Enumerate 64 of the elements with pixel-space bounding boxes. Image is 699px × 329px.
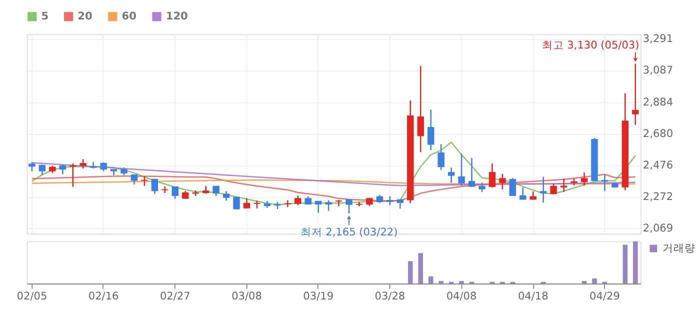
bar: [582, 280, 587, 284]
candlestick: [438, 143, 444, 170]
x-tick-label: 04/29: [590, 290, 620, 302]
candlestick: [294, 195, 302, 206]
candlestick: [28, 161, 36, 172]
bar: [408, 261, 413, 284]
candlestick: [488, 162, 496, 188]
bar: [592, 278, 597, 284]
annotation: 최고 3,130 (05/03): [542, 39, 640, 52]
bar: [428, 276, 434, 284]
candlestick: [448, 166, 455, 184]
candlestick: [417, 65, 424, 153]
candlestick: [346, 198, 352, 214]
x-tick-label: 02/05: [16, 290, 48, 302]
legend-label: 20: [78, 10, 92, 22]
legend-label: 60: [122, 10, 136, 22]
candlestick: [499, 173, 506, 190]
candlestick: [601, 174, 608, 192]
x-tick-label: 03/08: [232, 290, 262, 302]
candlestick: [580, 172, 588, 186]
candlestick: [632, 63, 639, 126]
x-tick-label: 04/18: [518, 290, 548, 302]
bar: [418, 253, 424, 284]
candlestick: [172, 186, 179, 200]
candlestick: [38, 164, 46, 176]
candlestick: [325, 200, 332, 212]
bar: [459, 280, 464, 284]
candlestick: [540, 176, 547, 204]
x-tick-label: 03/19: [303, 290, 334, 302]
x-tick-label: 02/16: [88, 290, 120, 302]
candlestick: [243, 198, 250, 209]
candlestick: [233, 196, 240, 210]
candlestick: [80, 158, 86, 170]
y-tick-label: 2,884: [642, 96, 674, 108]
bar: [438, 280, 444, 284]
candlestick: [560, 178, 568, 193]
legend-label: 거래량: [662, 242, 696, 254]
x-tick-label: 04/08: [446, 290, 477, 302]
candlestick: [468, 157, 476, 188]
y-tick-label: 2,680: [642, 128, 674, 140]
bar: [633, 241, 638, 284]
line-series: [31, 142, 636, 206]
candlestick: [356, 201, 363, 207]
candlestick: [284, 200, 292, 208]
legend-label: 120: [166, 10, 188, 22]
x-tick-label: 03/28: [374, 290, 406, 302]
y-tick-label: 3,291: [642, 33, 674, 46]
candlestick: [59, 164, 66, 175]
candlestick: [222, 190, 230, 202]
candlestick: [335, 199, 342, 207]
y-tick-label: 2,272: [642, 191, 674, 204]
annotation: 최저 2,165 (03/22): [300, 226, 398, 239]
candlestick: [509, 177, 516, 197]
candlestick: [478, 182, 486, 193]
y-tick-label: 3,087: [642, 64, 674, 77]
bar: [622, 244, 628, 284]
x-tick-label: 02/27: [160, 290, 190, 302]
y-tick-label: 2,069: [642, 222, 674, 235]
candlestick: [90, 161, 97, 170]
y-tick-label: 2,476: [642, 160, 674, 172]
candlestick: [151, 178, 158, 195]
candlestick: [458, 153, 465, 186]
candlestick: [427, 109, 434, 151]
legend-label: 5: [41, 10, 49, 22]
